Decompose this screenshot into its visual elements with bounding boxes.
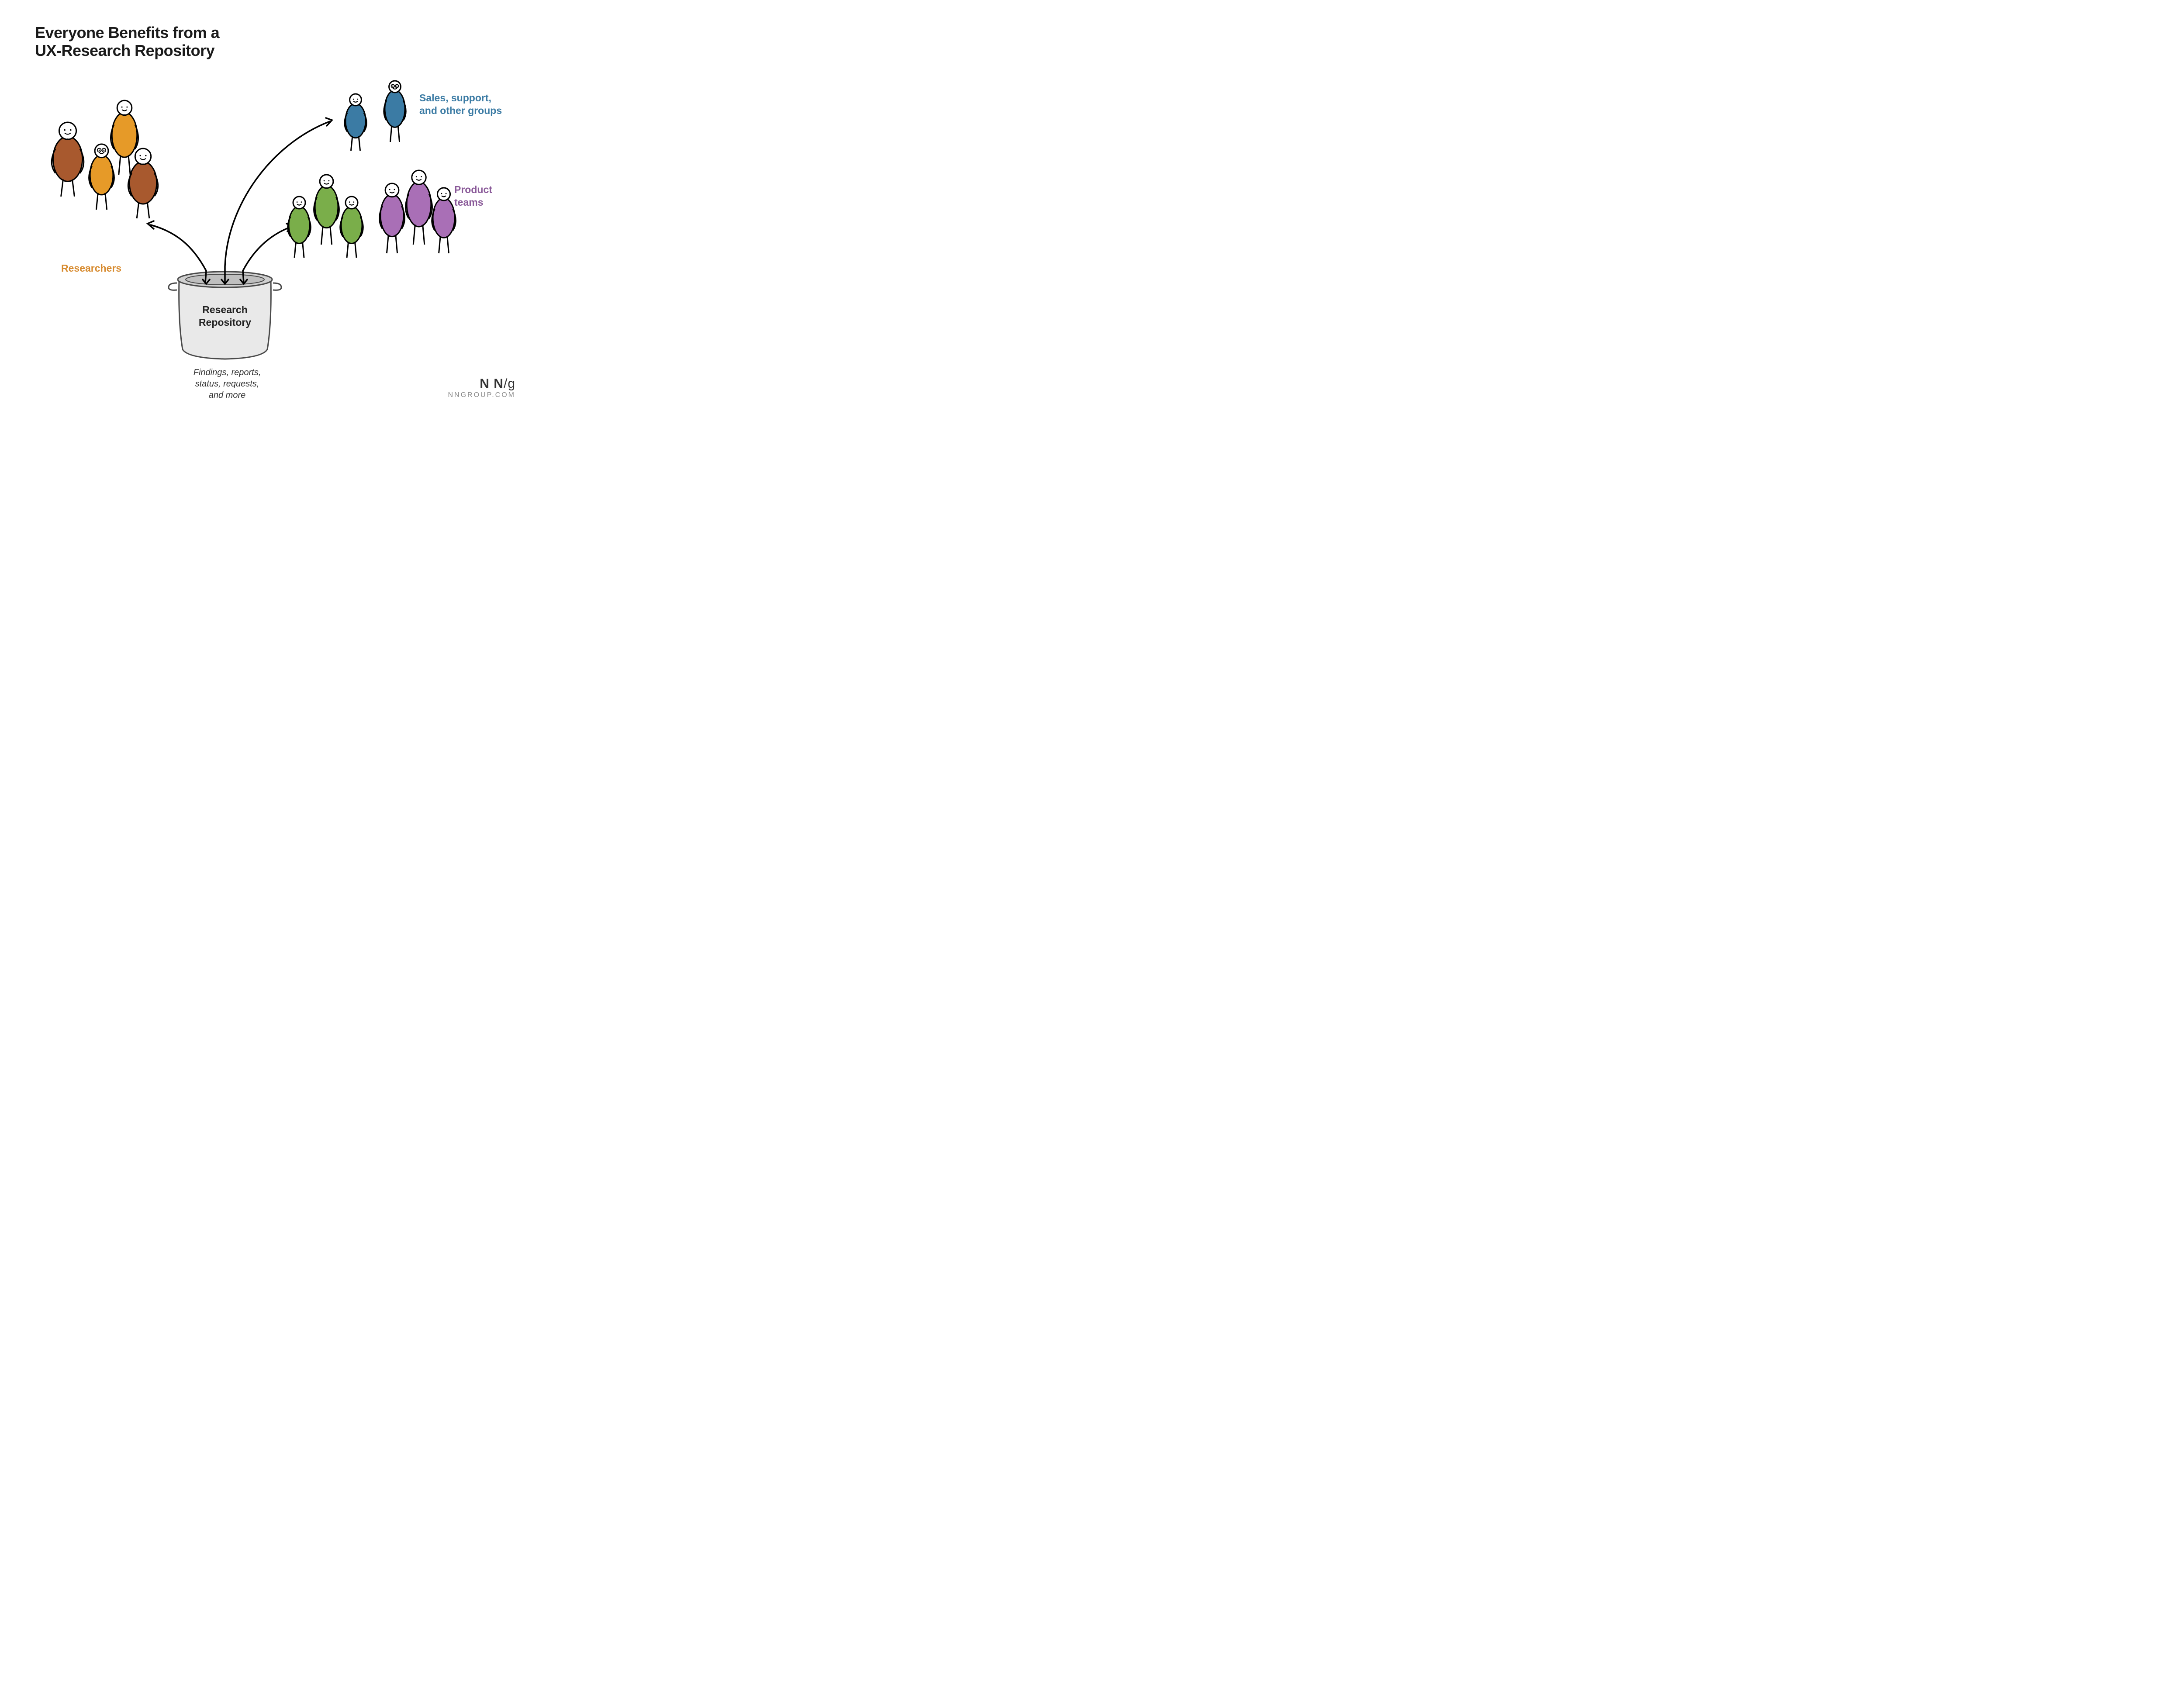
product-teams-label: Product teams [454,183,492,209]
sales-label-line2: and other groups [419,105,502,116]
logo-slash: / [504,376,508,391]
sales-support-group [345,81,406,151]
researchers-label-text: Researchers [61,262,121,274]
pot-sublabel: Findings, reports, status, requests, and… [183,367,271,401]
pot-sub-line2: status, requests, [195,379,259,389]
logo-url: NNGROUP.COM [448,391,516,399]
nng-logo: N N/g NNGROUP.COM [448,376,516,399]
product-label-line2: teams [454,197,483,208]
logo-g: g [508,376,515,391]
sales-support-label: Sales, support, and other groups [419,92,502,117]
infographic-stage: Everyone Benefits from a UX-Research Rep… [0,0,542,417]
pot-label: Research Repository [192,304,258,329]
researchers-group [52,100,158,218]
product-teams-group [288,170,456,258]
pot-sub-line1: Findings, reports, [194,368,261,377]
researchers-label: Researchers [61,262,121,275]
product-label-line1: Product [454,184,492,195]
sales-label-line1: Sales, support, [419,92,491,104]
logo-nn: N N [480,376,504,391]
pot-label-line1: Research [202,304,248,315]
logo-top: N N/g [448,376,516,391]
pot-label-line2: Repository [199,317,251,328]
pot-sub-line3: and more [209,390,246,400]
